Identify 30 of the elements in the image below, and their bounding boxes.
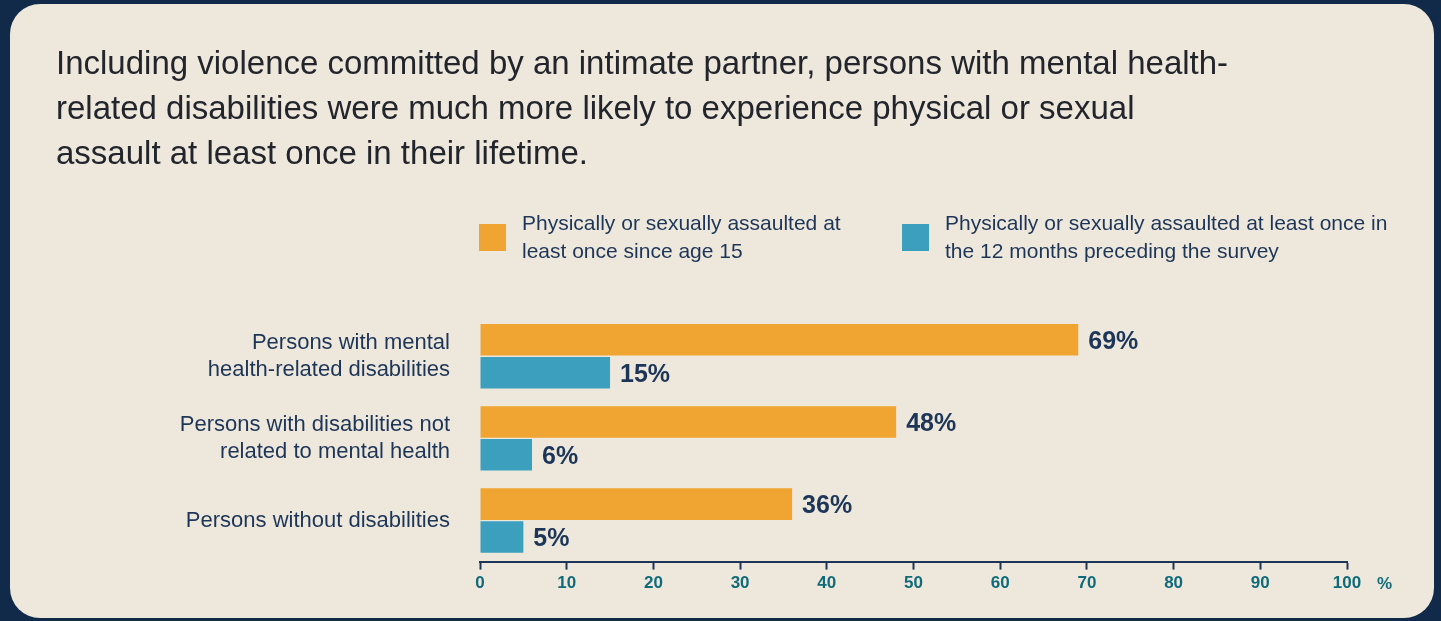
bar (480, 521, 524, 553)
data-label: 15% (620, 358, 671, 387)
x-tick-label: 100 (1332, 573, 1362, 593)
data-label: 6% (542, 440, 579, 469)
x-tick-label: 90 (1250, 573, 1270, 593)
bar (480, 324, 1079, 356)
x-tick-label: 0 (475, 573, 485, 593)
y-tick-label: Persons with disabilities not related to mental health (179, 411, 450, 463)
data-label: 48% (906, 407, 957, 436)
x-axis-title: % (1377, 573, 1393, 593)
x-tick-label: 40 (817, 573, 837, 593)
legend-label: Physically or sexually assaulted at least once in the 12 months preceding the survey (945, 210, 1389, 264)
x-tick-label: 50 (904, 573, 923, 593)
bar (480, 356, 611, 389)
legend-label: Physically or sexually assaulted at least once since age 15 (522, 210, 842, 264)
bar (480, 406, 897, 438)
data-label: 5% (533, 522, 570, 551)
y-tick-label: Persons without disabilities (185, 506, 450, 532)
bar (480, 439, 533, 471)
x-tick-label: 30 (730, 573, 750, 593)
x-tick-label: 20 (643, 573, 663, 593)
x-tick-label: 60 (990, 573, 1010, 593)
chart-title: Including violence committed by an intimate partner, persons with mental health-related disabilities were much more likely to experience physical or sexual assault at least once in their lifetime. (56, 43, 1230, 173)
bar (480, 488, 793, 520)
x-tick-label: 10 (557, 573, 577, 593)
x-tick-label: 80 (1164, 573, 1184, 593)
y-tick-label: Persons with mental health-related disabilities (207, 329, 450, 381)
data-label: 69% (1088, 325, 1139, 354)
data-label: 36% (802, 490, 853, 518)
x-tick-label: 70 (1077, 573, 1097, 593)
